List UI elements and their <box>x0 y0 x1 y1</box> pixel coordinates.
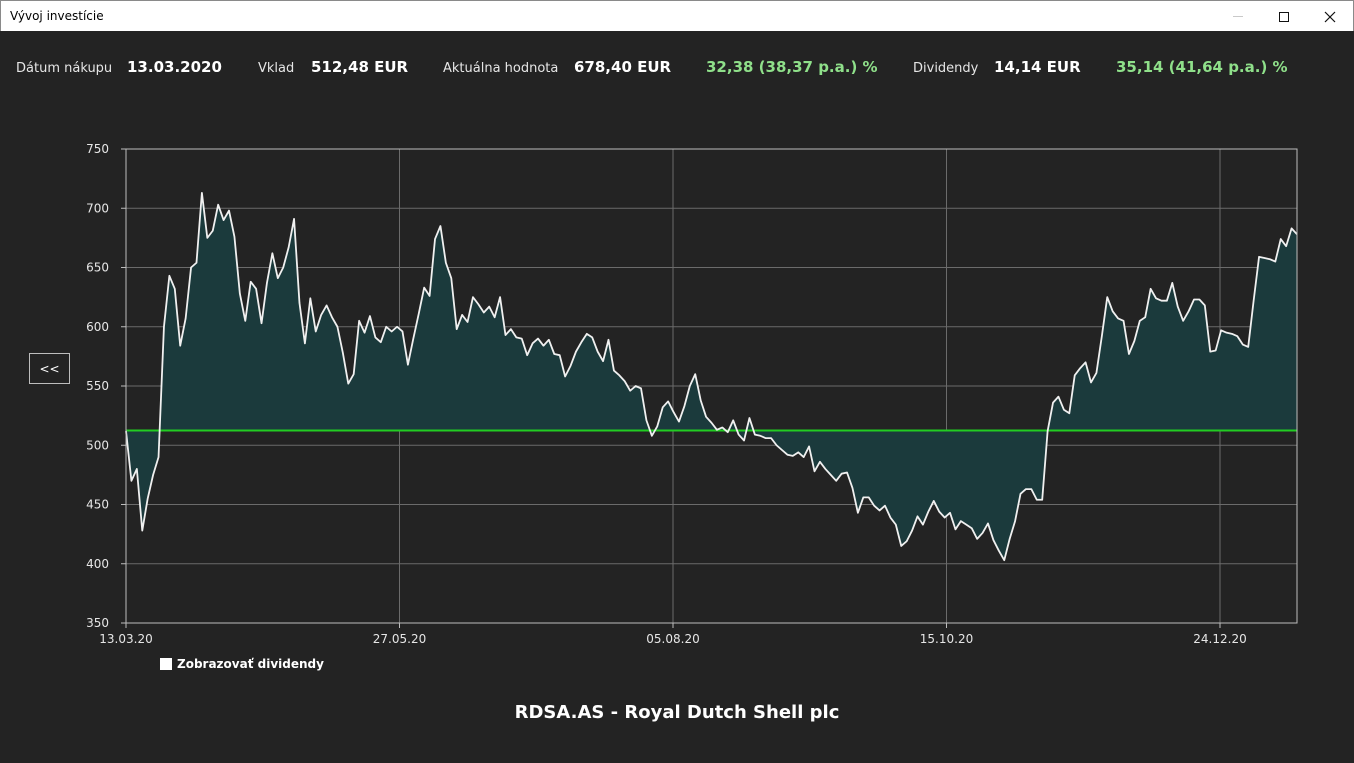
close-icon <box>1324 11 1336 22</box>
purchase-date-label: Dátum nákupu <box>16 61 113 76</box>
deposit-value: 512,48 EUR <box>311 58 409 76</box>
x-tick-label: 13.03.20 <box>99 632 152 646</box>
x-tick-label: 24.12.20 <box>1193 632 1246 646</box>
current-value-label: Aktuálna hodnota <box>443 61 559 76</box>
area-fill <box>126 192 1297 561</box>
title-bar: Vývoj investície <box>0 0 1354 31</box>
dividends-value: 14,14 EUR <box>994 58 1081 76</box>
y-tick-label: 550 <box>86 379 109 393</box>
price-chart: 350 400 450 500 550 600 650 700 750 13.03.20 27.05… <box>86 142 1298 646</box>
deposit-label: Vklad <box>258 61 295 76</box>
plot-border <box>125 148 1298 624</box>
maximize-button[interactable] <box>1261 1 1307 32</box>
y-tick-label: 500 <box>86 438 109 452</box>
x-tick-label: 15.10.20 <box>920 632 973 646</box>
investment-summary: Dátum nákupu 13.03.2020 Vklad 512,48 EUR… <box>0 58 1354 80</box>
close-button[interactable] <box>1307 1 1353 32</box>
minimize-button[interactable] <box>1215 1 1261 32</box>
price-line <box>125 191 1298 562</box>
gain-percent: 32,38 (38,37 p.a.) % <box>706 58 878 76</box>
y-tick-label: 350 <box>86 616 109 630</box>
y-tick-label: 450 <box>86 498 109 512</box>
dividends-label: Dividendy <box>913 61 979 76</box>
y-tick-label: 600 <box>86 320 109 334</box>
maximize-icon <box>1279 11 1289 22</box>
y-tick-label: 750 <box>86 142 109 156</box>
back-button[interactable]: << <box>29 353 70 384</box>
x-tick-label: 05.08.20 <box>646 632 699 646</box>
purchase-date-value: 13.03.2020 <box>127 58 222 76</box>
y-tick-label: 700 <box>86 201 109 215</box>
dividends-toggle-label: Zobrazovať dividendy <box>177 657 324 671</box>
dividends-checkbox[interactable] <box>160 658 172 670</box>
y-tick-label: 650 <box>86 261 109 275</box>
minimize-icon <box>1233 16 1243 17</box>
y-tick-label: 400 <box>86 557 109 571</box>
total-gain-percent: 35,14 (41,64 p.a.) % <box>1116 58 1288 76</box>
x-tick-label: 27.05.20 <box>373 632 426 646</box>
chart-title: RDSA.AS - Royal Dutch Shell plc <box>514 702 840 723</box>
dividends-toggle[interactable]: Zobrazovať dividendy <box>160 657 324 671</box>
window-title: Vývoj investície <box>10 9 104 23</box>
current-value-value: 678,40 EUR <box>574 58 672 76</box>
